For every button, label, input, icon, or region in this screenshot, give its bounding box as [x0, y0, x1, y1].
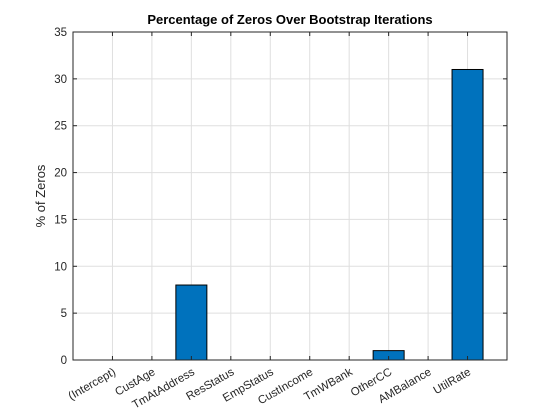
y-axis-ticks: 0 5 10 15 20 25 30 35: [54, 27, 507, 367]
y-tick-label: 10: [54, 261, 67, 273]
y-tick-label: 20: [54, 168, 67, 180]
y-tick-label: 5: [61, 308, 67, 320]
bar-tmataddress: [175, 284, 208, 361]
y-axis-label: % of Zeros: [33, 164, 48, 227]
bars: [175, 68, 484, 361]
y-tick-label: 0: [61, 355, 67, 367]
chart-title: Percentage of Zeros Over Bootstrap Itera…: [147, 12, 432, 27]
y-tick-label: 25: [54, 121, 67, 133]
y-tick-label: 15: [54, 214, 67, 226]
y-tick-label: 30: [54, 74, 67, 86]
bar-utilrate: [451, 68, 484, 361]
axes-box: [72, 31, 508, 361]
y-tick-label: 35: [54, 27, 67, 39]
plot-area: [73, 32, 507, 360]
